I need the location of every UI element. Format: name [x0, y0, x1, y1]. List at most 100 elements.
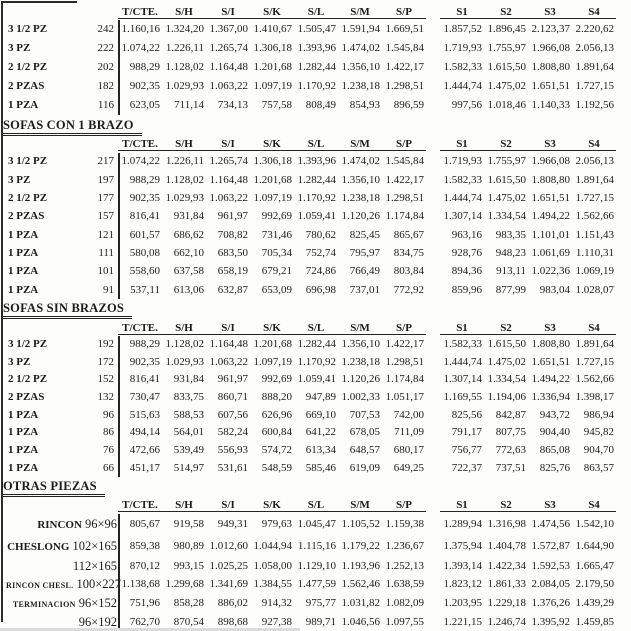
price-cell: 1.651,51	[531, 191, 571, 204]
table-row: 2 1/2 PZ 202 988,29 1.128,02 1.164,48 1.201,6…	[6, 57, 631, 76]
price-cell: 679,21	[261, 265, 292, 278]
value-group-standard: 816,41 931,84 961,97 992,69 1.059,41 1.120,26…	[118, 210, 426, 222]
price-cell: 580,08	[129, 247, 160, 260]
price-cell: 1.591,94	[341, 22, 381, 35]
table-row: 2 1/2 PZ 152 816,41 931,84 961,97 992,69 1.059…	[6, 370, 631, 388]
value-group-special: 963,16 983,35 1.101,01 1.151,43	[440, 229, 616, 241]
price-cell: 1.169,55	[443, 390, 483, 403]
column-header: S/P	[396, 321, 412, 334]
price-cell: 1.097,19	[253, 80, 293, 93]
price-cell: 931,84	[173, 373, 204, 386]
price-cell: 1.193,96	[341, 560, 381, 573]
price-cell: 1.422,17	[385, 173, 425, 186]
price-cell: 992,69	[261, 210, 292, 223]
value-group-special: 1.307,14 1.334,54 1.494,22 1.562,66	[440, 210, 616, 222]
price-cell: 927,38	[261, 616, 292, 629]
price-cell: 494,14	[129, 426, 160, 439]
price-cell: 1.128,02	[165, 337, 205, 350]
item-qty-cell: 182	[97, 80, 115, 93]
price-cell: 1.025,25	[209, 560, 249, 573]
value-group-standard: 902,35 1.029,93 1.063,22 1.097,19 1.170,92 1.…	[118, 192, 426, 204]
price-cell: 1.238,18	[341, 355, 381, 368]
column-header: S/L	[307, 321, 325, 334]
price-cell: 1.282,44	[297, 173, 337, 186]
table-row: 3 PZ 222 1.074,22 1.226,11 1.265,74 1.306,18 1…	[6, 38, 631, 57]
column-header: S/P	[396, 499, 412, 512]
price-cell: 914,32	[261, 597, 292, 610]
table-row: 2 PZAS 132 730,47 833,75 860,71 888,20 947,89 1…	[6, 388, 631, 406]
price-cell: 548,59	[261, 461, 292, 474]
price-cell: 1.615,50	[487, 337, 527, 350]
column-header: S1	[456, 321, 468, 334]
column-header: S/M	[350, 321, 370, 334]
value-group-special: 1.719,93 1.755,97 1.966,08 2.056,13	[440, 42, 616, 54]
price-cell: 983,04	[539, 283, 570, 296]
price-cell: 649,25	[393, 461, 424, 474]
price-cell: 1.046,56	[341, 616, 381, 629]
price-cell: 980,89	[173, 540, 204, 553]
price-cell: 1.393,96	[297, 155, 337, 168]
value-group-standard: 623,05 711,14 734,13 757,58 808,49 854,93 896,…	[118, 99, 426, 111]
price-cell: 669,10	[305, 408, 336, 421]
price-cell: 1.059,41	[297, 210, 337, 223]
price-cell: 451,17	[129, 461, 160, 474]
price-cell: 858,28	[173, 597, 204, 610]
price-cell: 988,29	[129, 60, 160, 73]
column-header: S/M	[350, 138, 370, 151]
value-group-special: 1.582,33 1.615,50 1.808,80 1.891,64	[440, 61, 616, 73]
price-cell: 1.164,48	[209, 337, 249, 350]
price-cell: 1.306,18	[253, 155, 293, 168]
price-cell: 2.056,13	[575, 155, 615, 168]
price-cell: 1.192,56	[575, 99, 615, 112]
price-cell: 1.562,66	[575, 373, 615, 386]
price-cell: 1.475,02	[487, 355, 527, 368]
value-group-special: 1.289,94 1.316,98 1.474,56 1.542,10	[440, 518, 616, 530]
price-cell: 834,75	[393, 247, 424, 260]
price-cell: 1.395,92	[531, 616, 571, 629]
table-row: RINCON CHESL. 100×227 1.138,68 1.299,68 1.34…	[6, 575, 631, 593]
price-cell: 1.439,29	[575, 597, 615, 610]
column-header: T/CTE.	[122, 138, 158, 151]
value-group-standard: 902,35 1.029,93 1.063,22 1.097,19 1.170,92 1.…	[118, 356, 426, 368]
section-rows: 3 1/2 PZ 192 988,29 1.128,02 1.164,48 1.201,6…	[6, 335, 631, 477]
price-cell: 1.170,92	[297, 355, 337, 368]
column-header: T/CTE.	[122, 499, 158, 512]
price-cell: 1.755,97	[487, 155, 527, 168]
price-cell: 1.203,95	[443, 597, 483, 610]
price-cell: 1.238,18	[341, 191, 381, 204]
price-cell: 537,11	[130, 283, 160, 296]
price-cell: 1.582,33	[443, 173, 483, 186]
price-cell: 1.316,98	[487, 517, 527, 530]
price-cell: 1.246,74	[487, 616, 527, 629]
price-cell: 1.063,22	[209, 355, 249, 368]
piece-size: 96×96	[84, 516, 117, 531]
price-cell: 1.282,44	[297, 60, 337, 73]
price-cell: 1.307,14	[443, 210, 483, 223]
table-row: 1 PZA 111 580,08 662,10 683,50 705,34 752,74 79…	[6, 244, 631, 262]
price-cell: 988,29	[129, 337, 160, 350]
price-cell: 772,63	[495, 444, 526, 457]
price-cell: 1.562,46	[341, 577, 381, 590]
price-cell: 943,72	[539, 408, 570, 421]
value-group-standard: 902,35 1.029,93 1.063,22 1.097,19 1.170,92 1.…	[118, 80, 426, 92]
price-cell: 734,13	[217, 99, 248, 112]
price-cell: 1.074,22	[121, 41, 161, 54]
price-cell: 683,50	[217, 247, 248, 260]
item-label-cell: 2 PZAS	[8, 80, 45, 93]
price-cell: 1.615,50	[487, 173, 527, 186]
item-label-cell: 2 1/2 PZ	[8, 191, 48, 204]
price-cell: 1.665,47	[575, 560, 615, 573]
item-label-cell: 1 PZA	[8, 99, 39, 112]
price-cell: 902,35	[129, 191, 160, 204]
value-group-standard: 1.160,16 1.324,20 1.367,00 1.410,67 1.505,47…	[118, 23, 426, 35]
price-cell: 1.265,74	[209, 155, 249, 168]
scan-artifact	[0, 628, 300, 631]
header-group-special: S1 S2 S3 S4	[440, 6, 616, 19]
piece-label-cell: 96×192	[6, 613, 118, 631]
item-qty-cell: 157	[97, 210, 115, 223]
header-group-standard: T/CTE. S/H S/I S/K S/L S/M S/P	[118, 499, 426, 513]
price-cell: 1.101,01	[531, 228, 571, 241]
piece-label-cell: RINCON CHESL. 100×227	[6, 575, 121, 593]
column-header: S/L	[307, 5, 325, 18]
